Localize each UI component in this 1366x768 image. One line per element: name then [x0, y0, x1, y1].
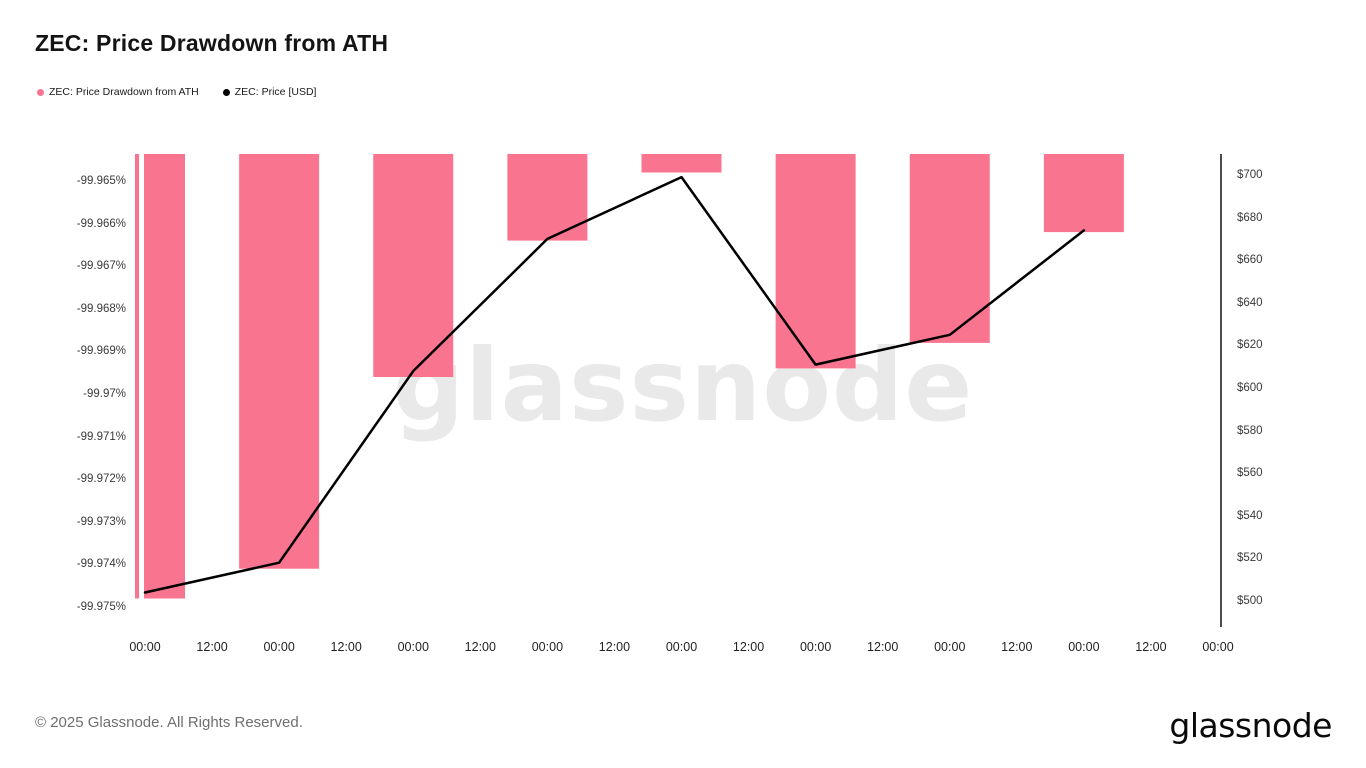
- y-axis-right-tick-label: $700: [1237, 169, 1263, 181]
- legend-dot-black-icon: [222, 88, 230, 96]
- x-axis-tick-label: 00:00: [397, 640, 429, 654]
- y-axis-left-tick-label: -99.972%: [76, 473, 126, 486]
- glassnode-logo: glassnode: [1169, 706, 1332, 745]
- x-axis-tick-label: 12:00: [196, 640, 228, 654]
- y-axis-right-tick-label: $560: [1237, 467, 1263, 480]
- x-axis-tick-label: 12:00: [732, 640, 765, 654]
- legend-item-price[interactable]: ZEC: Price [USD]: [222, 86, 317, 98]
- x-axis-tick-label: 00:00: [934, 640, 966, 654]
- drawdown-bar: [641, 154, 722, 173]
- drawdown-bar: [909, 154, 990, 343]
- drawdown-bar-clipped-sliver: [135, 154, 139, 599]
- drawdown-bar: [144, 154, 185, 599]
- drawdown-bar: [775, 154, 856, 369]
- legend-label-price: ZEC: Price [USD]: [234, 86, 317, 98]
- x-axis-tick-label: 00:00: [129, 640, 161, 654]
- x-axis-tick-label: 12:00: [867, 640, 899, 654]
- y-axis-left-tick-label: -99.967%: [76, 260, 126, 273]
- drawdown-bar: [373, 154, 454, 377]
- x-axis-tick-label: 00:00: [665, 640, 698, 654]
- page-title: ZEC: Price Drawdown from ATH: [35, 30, 389, 56]
- price-line: [143, 175, 1086, 594]
- y-axis-right-tick-label: $660: [1237, 254, 1263, 267]
- y-axis-right-tick-label: $500: [1237, 595, 1263, 607]
- y-axis-left-tick-label: -99.968%: [76, 302, 126, 315]
- y-axis-right-tick-label: $520: [1237, 552, 1263, 565]
- legend-dot-pink-icon: [37, 88, 44, 96]
- x-axis-tick-label: 00:00: [799, 640, 832, 654]
- y-axis-left-tick-label: -99.971%: [76, 430, 126, 443]
- x-axis-tick-label: 12:00: [598, 640, 631, 654]
- y-axis-left-tick-label: -99.973%: [76, 515, 126, 528]
- y-axis-right-tick-label: $540: [1237, 509, 1263, 522]
- y-axis-right-tick-label: $600: [1237, 382, 1263, 394]
- x-axis-tick-label: 00:00: [1068, 640, 1100, 654]
- x-axis-tick-label: 00:00: [263, 640, 295, 654]
- chart-legend: ZEC: Price Drawdown from ATH ZEC: Price …: [37, 86, 316, 98]
- chart-plot-area[interactable]: [135, 154, 1225, 630]
- drawdown-bar: [507, 154, 588, 241]
- x-axis-tick-label: 12:00: [1135, 640, 1167, 654]
- y-axis-right-tick-label: $620: [1237, 339, 1263, 352]
- chart-svg: [135, 154, 1222, 627]
- drawdown-bar: [1043, 154, 1124, 233]
- y-axis-left-tick-label: -99.965%: [76, 175, 126, 187]
- y-axis-left-tick-label: -99.966%: [76, 217, 126, 230]
- x-axis-tick-label: 00:00: [531, 640, 564, 654]
- x-axis-tick-label: 12:00: [1001, 640, 1033, 654]
- legend-item-drawdown[interactable]: ZEC: Price Drawdown from ATH: [37, 86, 199, 98]
- drawdown-bar: [239, 154, 320, 569]
- x-axis-tick-label: 00:00: [1202, 640, 1234, 654]
- y-axis-left-tick-label: -99.975%: [76, 601, 126, 613]
- legend-label-drawdown: ZEC: Price Drawdown from ATH: [49, 86, 199, 98]
- y-axis-right-tick-label: $580: [1237, 424, 1263, 437]
- y-axis-left-tick-label: -99.974%: [76, 558, 126, 571]
- y-axis-right-tick-label: $640: [1237, 296, 1263, 309]
- copyright-text: © 2025 Glassnode. All Rights Reserved.: [35, 714, 303, 731]
- y-axis-left-tick-label: -99.969%: [76, 345, 126, 358]
- x-axis-tick-label: 12:00: [464, 640, 496, 654]
- y-axis-left-tick-label: -99.97%: [83, 388, 126, 400]
- y-axis-right-tick-label: $680: [1237, 211, 1263, 224]
- x-axis-tick-label: 12:00: [330, 640, 362, 654]
